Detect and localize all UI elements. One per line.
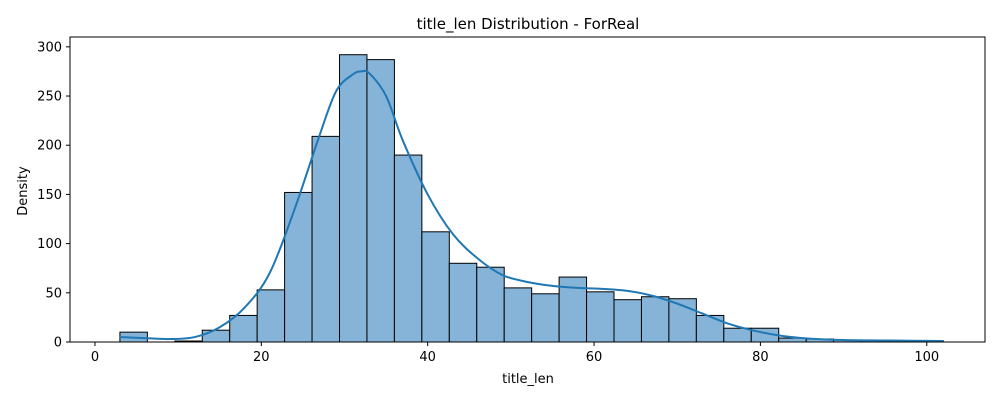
x-tick-label: 80	[752, 350, 769, 365]
y-tick-label: 150	[37, 188, 62, 203]
y-tick-label: 100	[37, 237, 62, 252]
histogram-bar	[476, 266, 505, 343]
y-tick-label: 250	[37, 90, 62, 105]
y-tick-label: 0	[54, 336, 62, 351]
histogram-bar	[201, 329, 231, 343]
x-tick-label: 40	[419, 350, 436, 365]
x-tick-label: 0	[91, 350, 99, 365]
histogram-bar	[311, 135, 341, 343]
histogram-bar	[256, 289, 286, 343]
histogram-bar	[339, 54, 368, 343]
y-tick-label: 200	[37, 139, 62, 154]
histogram-bar	[695, 314, 725, 343]
y-tick-label: 300	[37, 40, 62, 55]
x-axis-label: title_len	[502, 372, 554, 387]
x-tick-label: 60	[586, 350, 603, 365]
histogram-bar	[503, 287, 533, 343]
histogram-bar	[723, 327, 752, 343]
x-tick-label: 20	[253, 350, 270, 365]
histogram-bar	[229, 314, 258, 343]
y-tick-label: 50	[45, 286, 62, 301]
y-axis-label: Density	[16, 166, 31, 216]
x-axis: 0 20 40 60 80 100	[91, 342, 939, 365]
histogram-bar	[613, 299, 642, 343]
histogram-bar	[586, 291, 615, 343]
kde-curve	[119, 69, 944, 343]
histogram-bar	[284, 191, 313, 343]
histogram-bar	[531, 293, 560, 343]
histogram-bar	[421, 231, 450, 343]
x-tick-label: 100	[914, 350, 939, 365]
histogram-bar	[366, 59, 395, 343]
histogram-bar	[393, 154, 423, 343]
histogram-bars	[119, 54, 944, 343]
y-axis: 0 50 100 150 200 250 300	[37, 40, 70, 351]
chart-title: title_len Distribution - ForReal	[417, 15, 640, 34]
histogram-bar	[448, 262, 478, 343]
histogram-bar	[640, 296, 670, 343]
plot-frame	[69, 36, 986, 343]
